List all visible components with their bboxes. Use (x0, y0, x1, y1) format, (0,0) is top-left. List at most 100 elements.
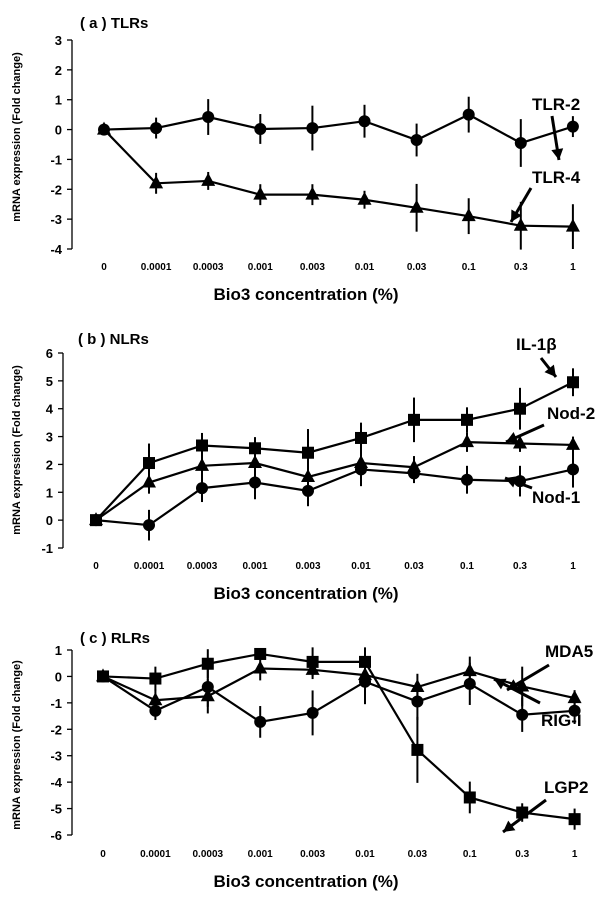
data-point-square (196, 439, 208, 452)
x-tick-label: 0.01 (355, 849, 375, 860)
arrow-head (544, 364, 556, 377)
data-point-circle (254, 715, 267, 728)
data-point-square (302, 446, 314, 459)
series-triangle: TLR-4 (97, 121, 581, 250)
x-tick-label: 1 (572, 849, 578, 860)
data-point-triangle (253, 186, 268, 200)
data-point-square (254, 647, 267, 660)
data-point-triangle (201, 172, 216, 186)
x-tick-label: 0 (100, 849, 106, 860)
x-axis-title: Bio3 concentration (%) (213, 872, 398, 891)
data-point-square (201, 657, 214, 670)
x-tick-label: 0.003 (300, 262, 325, 273)
x-axis-title: Bio3 concentration (%) (213, 285, 398, 304)
data-point-square (143, 457, 155, 470)
arrow-head (506, 432, 519, 443)
data-point-triangle (301, 468, 315, 482)
data-point-square (463, 791, 476, 804)
data-point-triangle (149, 175, 164, 189)
data-point-circle (461, 473, 473, 486)
series-line (103, 128, 573, 228)
series-line (102, 675, 575, 724)
series-label: MDA5 (545, 642, 593, 661)
y-tick-label: 2 (55, 63, 62, 78)
chart-panel-2: ( b ) NLRs 6 5 4 3 2 1 0 -1 0 0.0001 0.0003 0.001 0.0… (11, 331, 595, 603)
data-point-triangle (357, 191, 372, 205)
data-point-circle (567, 463, 579, 476)
x-tick-label: 0.003 (295, 561, 320, 572)
data-point-circle (254, 122, 267, 135)
chart-panel-3: ( c ) RLRs 1 0 -1 -2 -3 -4 -5 -6 0 0.0001 0.0003 0.0… (11, 630, 593, 891)
data-point-circle (568, 704, 581, 717)
data-point-triangle (97, 121, 111, 135)
y-tick-label: -1 (50, 696, 62, 711)
x-tick-label: 0.03 (408, 849, 428, 860)
y-axis-title: mRNA expression (Fold change) (11, 660, 23, 830)
data-point-circle (143, 519, 155, 532)
series-line (95, 381, 574, 521)
data-point-circle (150, 122, 163, 135)
series-circle: TLR-2 (98, 95, 580, 167)
data-point-square (461, 413, 473, 426)
series-label: Nod-1 (532, 488, 580, 507)
data-point-square (249, 442, 261, 455)
data-point-circle (306, 706, 319, 719)
y-tick-label: -4 (50, 775, 62, 790)
data-point-triangle (148, 692, 163, 706)
x-axis-title: Bio3 concentration (%) (213, 584, 398, 603)
x-tick-label: 0.0003 (193, 849, 224, 860)
y-tick-label: 3 (46, 430, 53, 445)
arrow-head (503, 820, 516, 832)
data-point-square (359, 655, 371, 668)
y-tick-label: 5 (46, 374, 53, 389)
y-tick-label: 1 (55, 93, 62, 108)
x-tick-label: 0.0001 (134, 561, 165, 572)
y-tick-label: -1 (50, 152, 62, 167)
arrow-head (494, 678, 507, 690)
y-tick-label: 0 (55, 669, 62, 684)
data-point-circle (408, 467, 420, 480)
panel-title: ( a ) TLRs (80, 15, 148, 32)
x-tick-label: 1 (570, 262, 576, 273)
x-tick-label: 0.003 (300, 849, 325, 860)
y-tick-label: 0 (46, 513, 53, 528)
data-point-triangle (513, 435, 527, 449)
x-tick-label: 0.3 (513, 561, 527, 572)
series-label: Nod-2 (547, 404, 595, 423)
x-tick-label: 0.1 (463, 849, 477, 860)
data-point-triangle (566, 436, 580, 450)
data-point-circle (201, 681, 214, 693)
data-point-triangle (565, 218, 580, 232)
data-point-triangle (513, 217, 528, 231)
x-tick-label: 0.1 (462, 262, 476, 273)
chart-panel-1: ( a ) TLRs 3 2 1 0 -1 -2 -3 -4 0 0.0001 0.0003 0.001… (11, 15, 581, 304)
data-point-square (514, 402, 526, 415)
y-axis-title: mRNA expression (Fold change) (11, 365, 23, 535)
data-point-square (411, 743, 424, 756)
data-point-square (97, 670, 109, 683)
x-tick-label: 0.03 (407, 262, 427, 273)
data-point-triangle (567, 690, 582, 704)
x-tick-label: 0.3 (515, 849, 529, 860)
data-point-circle (358, 115, 371, 128)
data-point-triangle (248, 455, 262, 469)
data-point-triangle (409, 199, 424, 213)
data-point-square (567, 376, 579, 389)
series-label: IL-1β (516, 335, 557, 354)
series-label: LGP2 (544, 778, 588, 797)
y-tick-label: -4 (50, 242, 62, 257)
y-tick-label: 6 (46, 346, 53, 361)
data-point-triangle (195, 457, 209, 471)
data-point-square (568, 813, 581, 826)
x-tick-label: 0 (101, 262, 107, 273)
y-tick-label: 2 (46, 457, 53, 472)
y-tick-label: -5 (50, 802, 62, 817)
series-line (95, 468, 574, 527)
data-point-triangle (305, 186, 320, 200)
data-point-circle (462, 108, 475, 121)
y-tick-label: 4 (46, 402, 54, 417)
x-tick-label: 1 (570, 561, 576, 572)
x-tick-label: 0.1 (460, 561, 474, 572)
data-point-triangle (142, 474, 156, 488)
